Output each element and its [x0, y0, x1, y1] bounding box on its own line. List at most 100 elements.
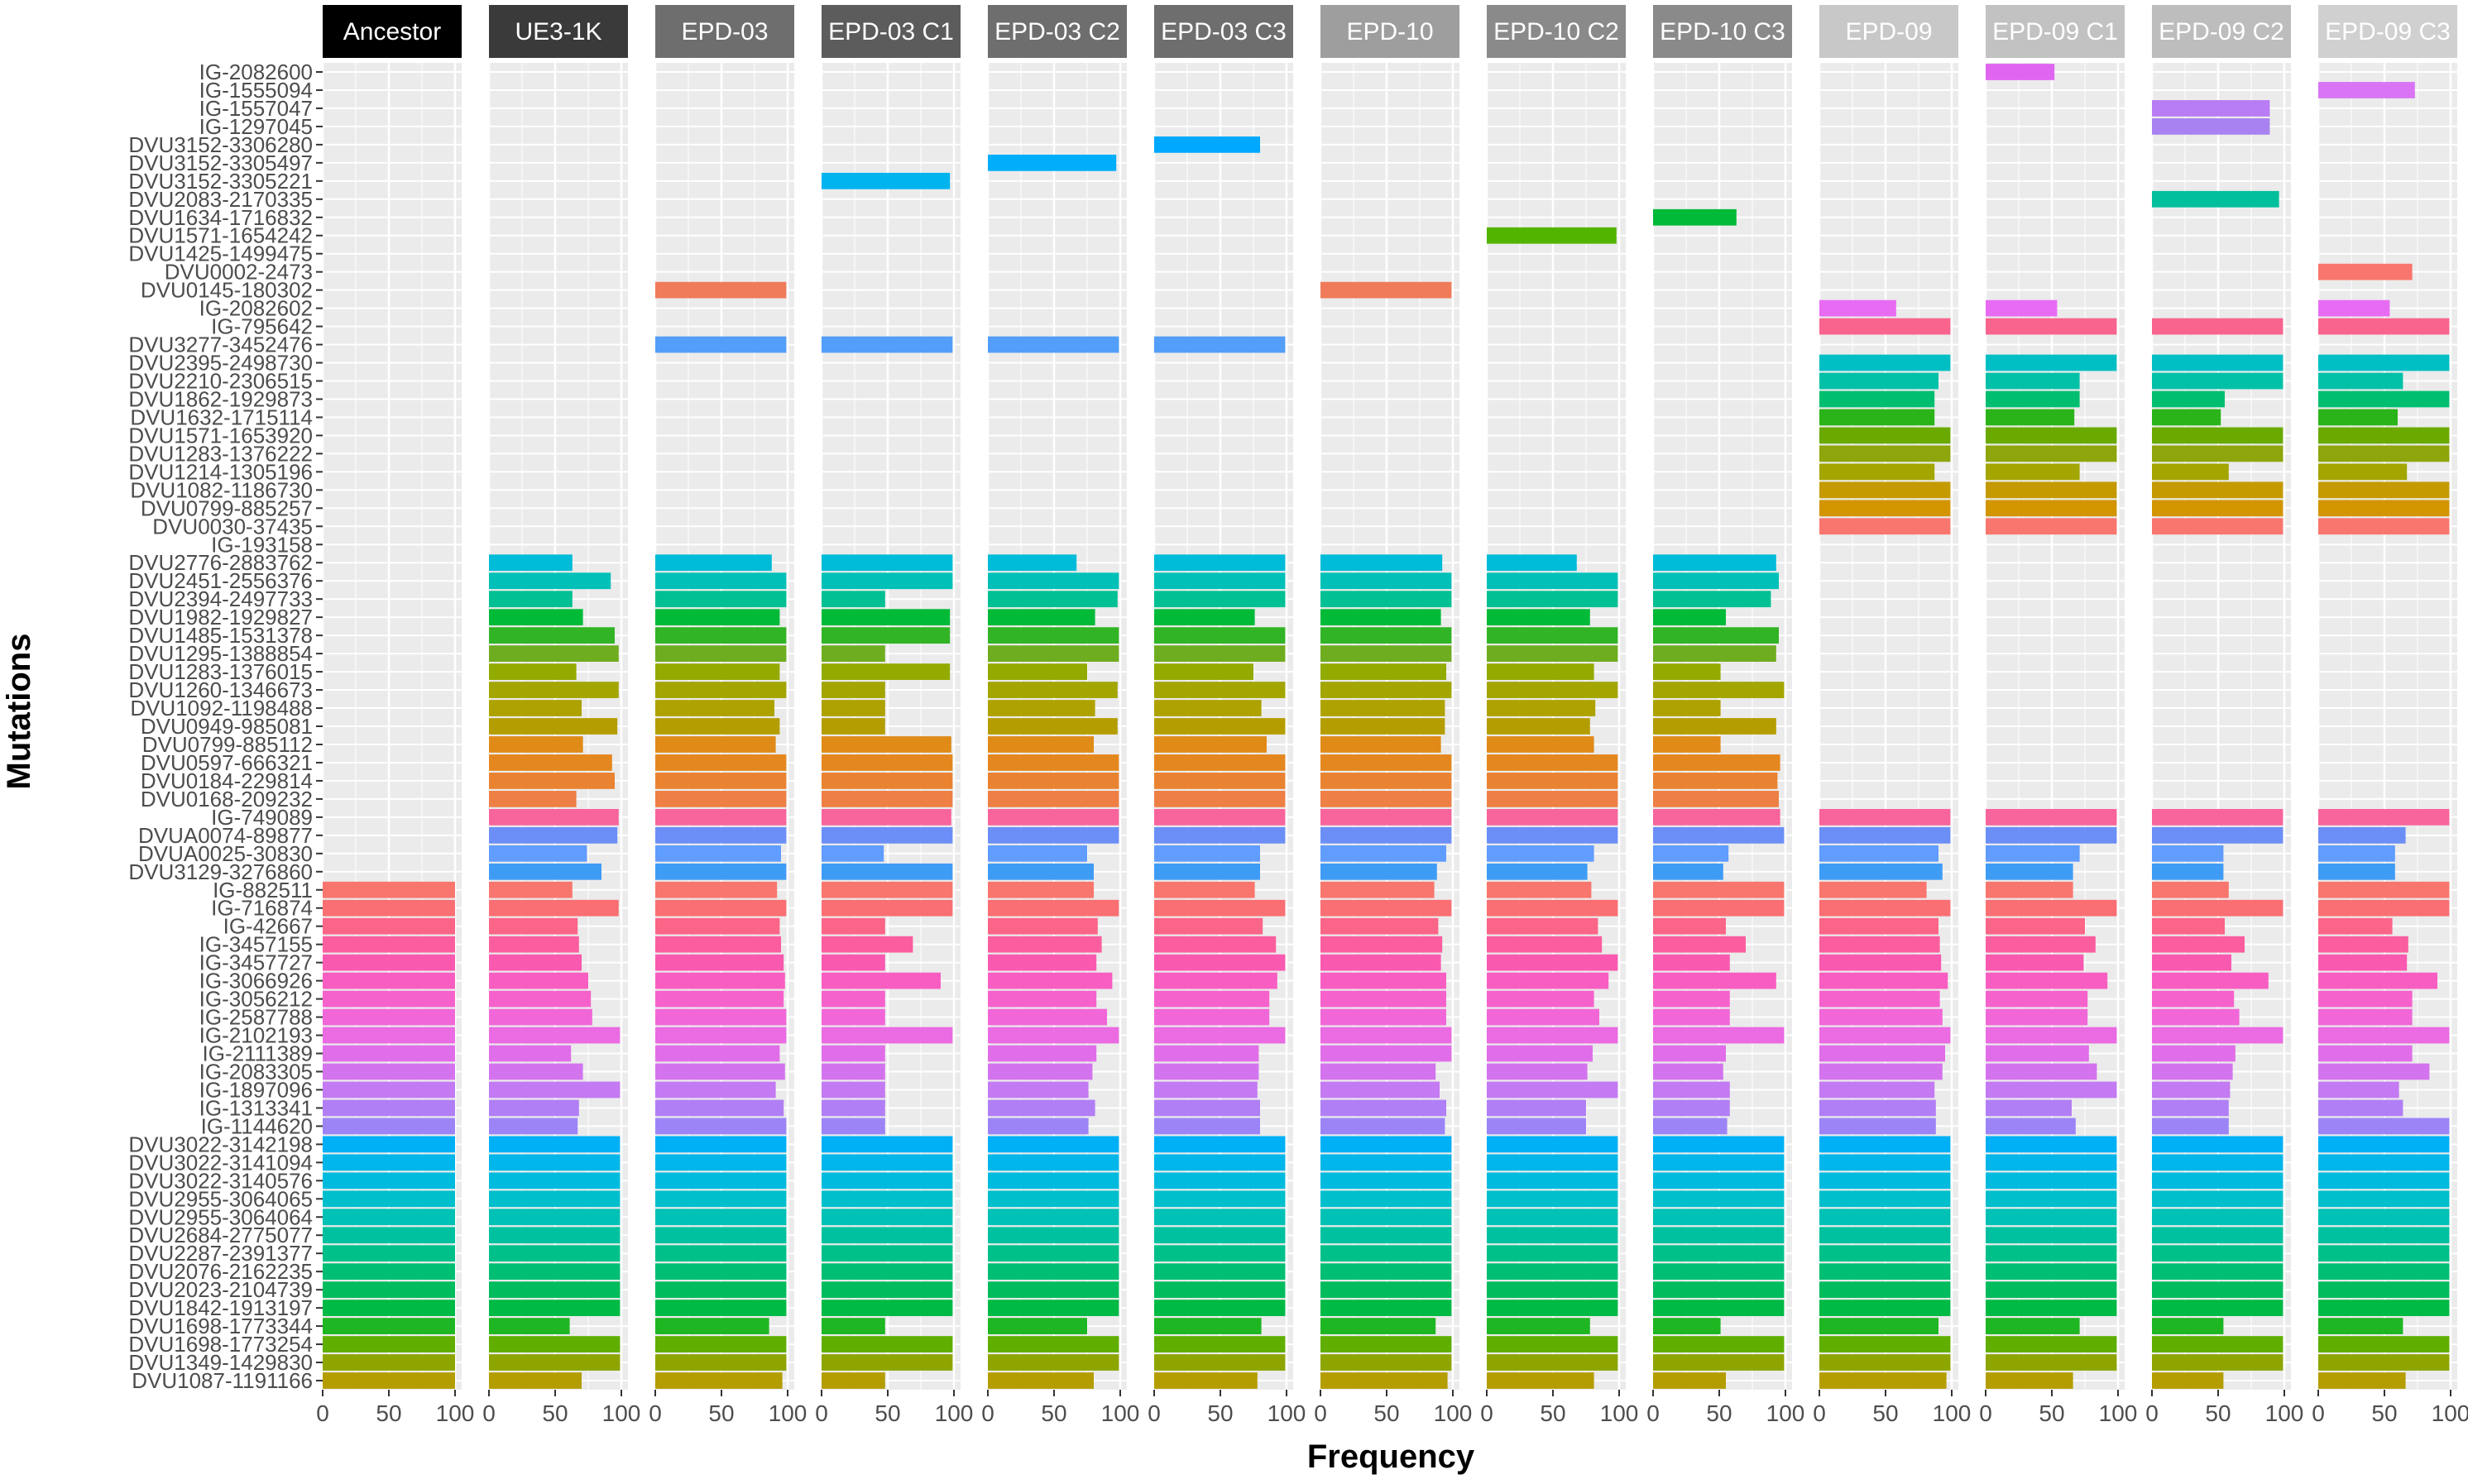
bar [1819, 463, 1935, 481]
bar [1320, 1300, 1452, 1317]
bar [1819, 1245, 1951, 1262]
bar [1320, 754, 1452, 771]
bar [1320, 1136, 1452, 1153]
bar [1819, 1136, 1951, 1153]
mutation-label: DVU1571-1653920 [128, 423, 313, 448]
bar [1154, 1154, 1286, 1171]
bar [1487, 1318, 1590, 1334]
y-axis-title: Mutations [1, 634, 37, 790]
bar [323, 990, 455, 1008]
bar [1154, 136, 1260, 153]
bar [323, 881, 455, 898]
bar [655, 1045, 780, 1062]
bar [1819, 1190, 1951, 1208]
bar [1487, 572, 1618, 590]
bar [2318, 1136, 2450, 1153]
bar [988, 826, 1119, 844]
bar [1320, 1318, 1436, 1334]
bar [1320, 627, 1452, 644]
bar [1653, 936, 1746, 953]
x-tick-label: 100 [2265, 1400, 2304, 1426]
bar [988, 645, 1119, 662]
bar [489, 1354, 621, 1371]
bar [1986, 1263, 2117, 1281]
x-tick-label: 0 [2312, 1400, 2325, 1426]
bar [1487, 700, 1596, 716]
bar [1986, 409, 2075, 426]
bar [2152, 1008, 2240, 1026]
bar [2152, 481, 2283, 499]
bar [2318, 318, 2450, 335]
bar [1487, 1354, 1618, 1371]
x-tick-label: 100 [2432, 1400, 2468, 1426]
bar [822, 954, 885, 971]
bar [655, 754, 787, 771]
bar [822, 1008, 885, 1026]
mutation-label: IG-1555094 [199, 78, 313, 103]
bar [822, 1172, 953, 1190]
facet-strip-label: EPD-03 [681, 18, 768, 45]
x-axis-title: Frequency [1307, 1439, 1475, 1475]
bar [822, 1081, 885, 1099]
mutation-label: DVU2451-2556376 [128, 568, 313, 593]
mutation-label: DVU1283-1376222 [128, 441, 313, 466]
bar [655, 1372, 783, 1389]
facet-panels [321, 63, 2457, 1390]
bar [2318, 409, 2398, 426]
x-tick-label: 50 [2371, 1400, 2397, 1426]
mutation-label: IG-3066926 [199, 969, 313, 993]
bar [1154, 572, 1286, 590]
bar [2152, 1227, 2283, 1244]
bar [1986, 881, 2073, 898]
mutation-label: DVU1092-1198488 [130, 696, 313, 720]
x-tick-label: 50 [1207, 1400, 1233, 1426]
bar [1653, 554, 1776, 572]
bar [1154, 1063, 1259, 1080]
facet-strip [2318, 5, 2457, 58]
bar [2318, 263, 2413, 280]
facet-strip [1154, 5, 1293, 58]
bar [2318, 1209, 2450, 1226]
bar [988, 1336, 1119, 1352]
bar [1819, 1300, 1951, 1317]
bar [988, 1154, 1119, 1171]
bar [2152, 1154, 2283, 1171]
bar [988, 554, 1077, 572]
bar [822, 1245, 953, 1262]
x-tick-label: 100 [1268, 1400, 1306, 1426]
mutation-label: IG-1557047 [199, 96, 313, 121]
bar [1653, 627, 1779, 644]
bar [988, 899, 1119, 917]
bar [1653, 972, 1776, 989]
bar [1487, 1063, 1588, 1080]
bar [822, 791, 953, 807]
bar [2318, 427, 2450, 444]
facet-strip-label: EPD-09 C2 [2159, 18, 2284, 45]
bar [489, 791, 577, 807]
x-tick-label: 50 [1706, 1400, 1732, 1426]
bar [655, 845, 781, 862]
bar [1819, 299, 1896, 317]
bar [1320, 1081, 1440, 1099]
bar [323, 899, 455, 917]
bar [489, 591, 573, 608]
bar [988, 1245, 1119, 1262]
bar [323, 1154, 455, 1171]
bar [489, 1336, 621, 1352]
bar [822, 826, 953, 844]
mutation-label: DVU2955-3064065 [128, 1186, 313, 1211]
bar [1986, 1172, 2117, 1190]
bar [2318, 445, 2450, 462]
facet-strip-label: EPD-09 C1 [1992, 18, 2118, 45]
mutation-label: DVU0168-209232 [141, 787, 313, 811]
bar [822, 718, 885, 735]
bar [1986, 1154, 2117, 1171]
bar [2152, 518, 2283, 535]
mutation-label: DVU0799-885112 [142, 732, 313, 757]
bar [1487, 936, 1603, 953]
mutation-label: DVU3022-3141094 [128, 1150, 313, 1175]
bar [655, 736, 776, 753]
bar [1819, 881, 1927, 898]
bar [1986, 1372, 2073, 1389]
mutation-label: IG-3056212 [199, 987, 313, 1012]
